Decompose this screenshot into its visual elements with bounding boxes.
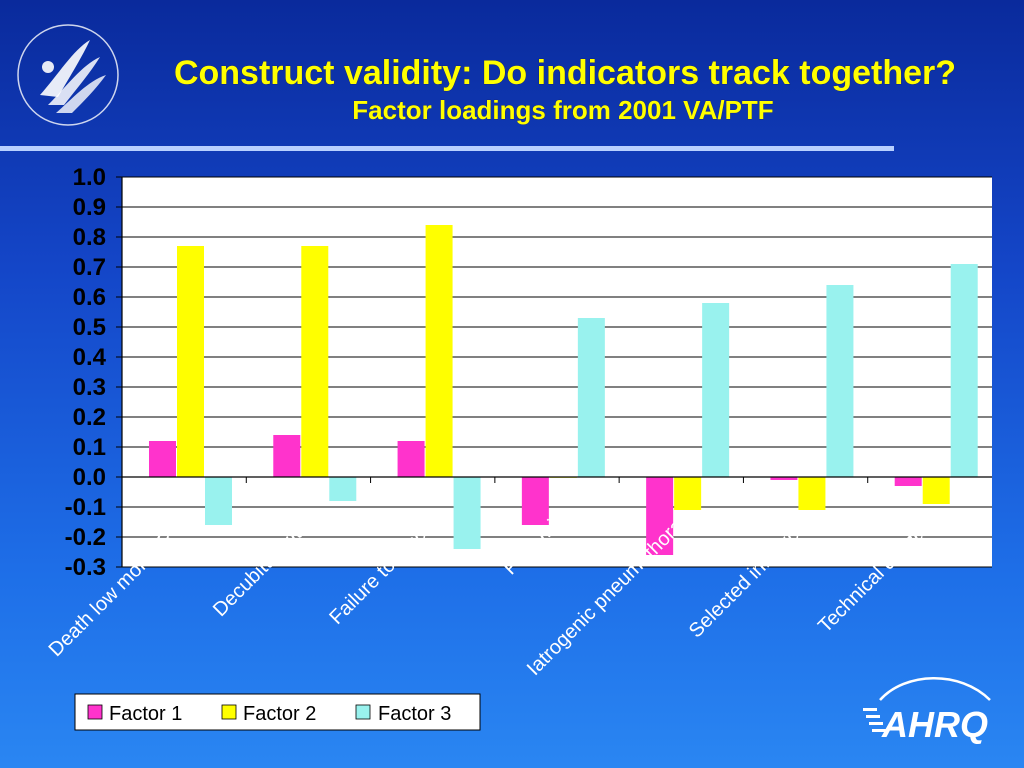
bars <box>149 225 978 555</box>
y-tick-label: -0.3 <box>65 554 106 581</box>
bar-factor-1 <box>397 441 425 477</box>
bar-factor-3 <box>453 477 481 549</box>
bar-factor-3 <box>329 477 357 501</box>
bar-factor-2 <box>301 246 329 477</box>
y-tick-label: 0.4 <box>73 344 107 371</box>
ahrq-logo-text: AHRQ <box>881 704 988 745</box>
y-tick-label: 0.7 <box>73 254 106 281</box>
y-tick-label: -0.1 <box>65 494 106 521</box>
bar-factor-1 <box>521 477 549 525</box>
title-divider <box>0 146 894 151</box>
bar-factor-1 <box>149 441 176 477</box>
bar-factor-1 <box>646 477 674 555</box>
bar-factor-2 <box>177 246 204 477</box>
plot-area <box>122 177 992 567</box>
axes <box>116 176 992 568</box>
legend-label-factor-3: Factor 3 <box>378 703 451 725</box>
bar-factor-1 <box>770 477 798 480</box>
legend-swatch-factor-2 <box>221 704 237 720</box>
bar-factor-1 <box>273 435 301 477</box>
y-tick-label: 0.8 <box>73 224 106 251</box>
y-tick-label: 0.3 <box>73 374 106 401</box>
y-tick-label: 0.0 <box>73 464 106 491</box>
y-tick-label: 0.6 <box>73 284 106 311</box>
y-tick-labels: 1.0 0.9 0.8 0.7 0.6 0.5 0.4 0.3 0.2 0.1 0.0 -0.1 -0.… <box>65 164 107 581</box>
legend-label-factor-2: Factor 2 <box>243 703 316 725</box>
legend-swatch-factor-1 <box>87 704 103 720</box>
bar-factor-3 <box>702 303 730 477</box>
legend-swatch-factor-3 <box>355 704 371 720</box>
bar-factor-2 <box>922 477 950 504</box>
legend-label-factor-1: Factor 1 <box>109 703 182 725</box>
legend-box <box>74 693 481 731</box>
y-tick-label: 0.2 <box>73 404 106 431</box>
page-title: Construct validity: Do indicators track … <box>174 54 956 92</box>
bar-factor-1 <box>894 477 922 486</box>
bar-chart: 1.0 0.9 0.8 0.7 0.6 0.5 0.4 0.3 0.2 0.1 0.0 -0.1 -0.… <box>45 164 992 680</box>
ahrq-logo: AHRQ <box>863 677 991 745</box>
y-tick-label: 1.0 <box>73 164 106 191</box>
y-tick-label: 0.9 <box>73 194 106 221</box>
bar-factor-2 <box>798 477 826 510</box>
hhs-seal-logo <box>17 24 119 126</box>
page-subtitle: Factor loadings from 2001 VA/PTF <box>352 95 773 125</box>
legend: Factor 1 Factor 2 Factor 3 <box>74 693 481 731</box>
y-tick-label: 0.5 <box>73 314 106 341</box>
bar-factor-3 <box>577 318 605 477</box>
bar-factor-3 <box>205 477 232 525</box>
bar-factor-2 <box>425 225 453 477</box>
bar-factor-2 <box>674 477 702 510</box>
y-tick-label: 0.1 <box>73 434 106 461</box>
y-tick-label: -0.2 <box>65 524 106 551</box>
bar-factor-3 <box>950 264 978 477</box>
bar-factor-3 <box>826 285 854 477</box>
